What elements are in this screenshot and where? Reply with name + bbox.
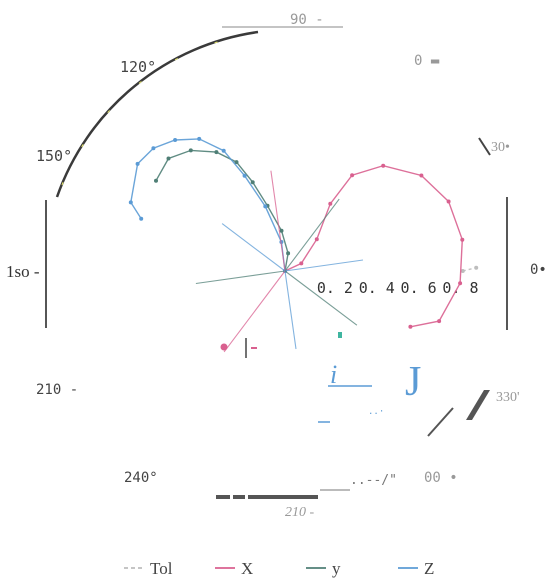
- spoke-line: [195, 270, 286, 285]
- series-point-y: [214, 150, 219, 155]
- spoke-line: [270, 170, 286, 272]
- series-point-z: [139, 216, 144, 221]
- series-x: [283, 163, 465, 329]
- legend-label: Tol: [150, 559, 173, 578]
- series-point-x: [458, 281, 463, 286]
- angle-label-90: 90 -: [290, 12, 324, 28]
- series-line-y: [155, 149, 289, 272]
- angle-label-270: 210 -: [285, 505, 315, 520]
- series-point-z: [128, 200, 133, 205]
- series-y: [154, 148, 291, 273]
- series-point-y: [286, 251, 291, 256]
- radial-tick-label: 0. 2: [317, 279, 353, 297]
- chart-labels: 90 - 120° 150° 1so - 210 - 240° 210 - 00 • 330' 0…: [6, 12, 547, 520]
- series-point-y: [279, 228, 284, 233]
- chart-frame: ..·: [45, 26, 508, 499]
- angle-label-180: 1so -: [6, 262, 40, 281]
- legend-label: X: [241, 559, 253, 578]
- series-point-x: [328, 201, 333, 206]
- pink-dot-mark: [220, 343, 228, 351]
- angle-label-150: 150°: [36, 147, 72, 165]
- series-point-y: [154, 178, 158, 183]
- legend-item-tol: Tol: [124, 559, 173, 578]
- tiny-blue-dots: ..·: [368, 407, 384, 417]
- series-point-y: [250, 180, 255, 185]
- stray-mark-1: i: [330, 360, 337, 389]
- spoke-line: [284, 270, 297, 350]
- angle-label-120: 120°: [120, 58, 156, 76]
- angle-label-30: 30•: [491, 140, 510, 155]
- outer-arc: [55, 30, 259, 198]
- spoke-line: [284, 270, 358, 326]
- tick-330-line: [427, 407, 454, 437]
- series-line-z: [130, 138, 286, 272]
- series-point-x: [299, 261, 304, 266]
- series-point-z: [263, 204, 268, 209]
- stray-mark-3: ..--/": [350, 473, 397, 488]
- teal-mark: [338, 332, 342, 338]
- center-spokes: [195, 170, 364, 353]
- angle-label-210: 210 -: [36, 382, 78, 398]
- legend-label: Z: [424, 559, 434, 578]
- outer-arc-highlight: [61, 33, 251, 186]
- spoke-line: [284, 198, 340, 272]
- angle-label-300: 00 •: [424, 470, 458, 486]
- legend-item-z: Z: [398, 559, 434, 578]
- spoke-line: [223, 270, 286, 353]
- series-point-y: [234, 160, 239, 165]
- series-point-x: [437, 319, 442, 324]
- legend-item-y: y: [306, 559, 341, 578]
- series-tol: [460, 265, 479, 273]
- radial-tick-label: 0. 4: [359, 279, 395, 297]
- tick-330-bar: [466, 390, 490, 420]
- angle-label-45: 0 ▬: [414, 53, 440, 69]
- series-point-x: [446, 199, 451, 204]
- series-point-x: [350, 173, 355, 178]
- series-point-tol: [460, 269, 465, 273]
- series-point-z: [135, 161, 140, 166]
- series-point-y: [166, 156, 171, 161]
- small-pink-mark: [251, 347, 257, 349]
- series-line-tol: [462, 267, 477, 272]
- radial-tick-label: 0. 8: [442, 279, 478, 297]
- legend-label: y: [332, 559, 341, 578]
- angle-label-0: 0•: [530, 262, 547, 278]
- spoke-line: [221, 223, 286, 272]
- tick-30-line: [478, 137, 491, 156]
- series-point-x: [314, 237, 319, 242]
- angle-label-240: 240°: [124, 470, 158, 486]
- series-point-z: [197, 136, 202, 141]
- series-z: [128, 136, 287, 273]
- series-point-tol: [474, 265, 479, 270]
- series-point-x: [381, 163, 386, 168]
- series-point-x: [460, 237, 465, 242]
- series-point-y: [188, 148, 193, 153]
- radial-tick-label: 0. 6: [401, 279, 437, 297]
- spoke-line: [284, 259, 364, 272]
- legend-item-x: X: [215, 559, 253, 578]
- series-point-z: [242, 173, 247, 178]
- series-point-z: [151, 146, 156, 151]
- series-line-x: [284, 164, 464, 328]
- series-point-x: [419, 173, 424, 178]
- stray-mark-2: J: [405, 359, 421, 405]
- angle-label-330: 330': [496, 390, 520, 405]
- series-point-x: [408, 324, 413, 329]
- series-point-z: [221, 148, 226, 153]
- series-layer: [128, 136, 479, 353]
- series-point-z: [173, 138, 178, 142]
